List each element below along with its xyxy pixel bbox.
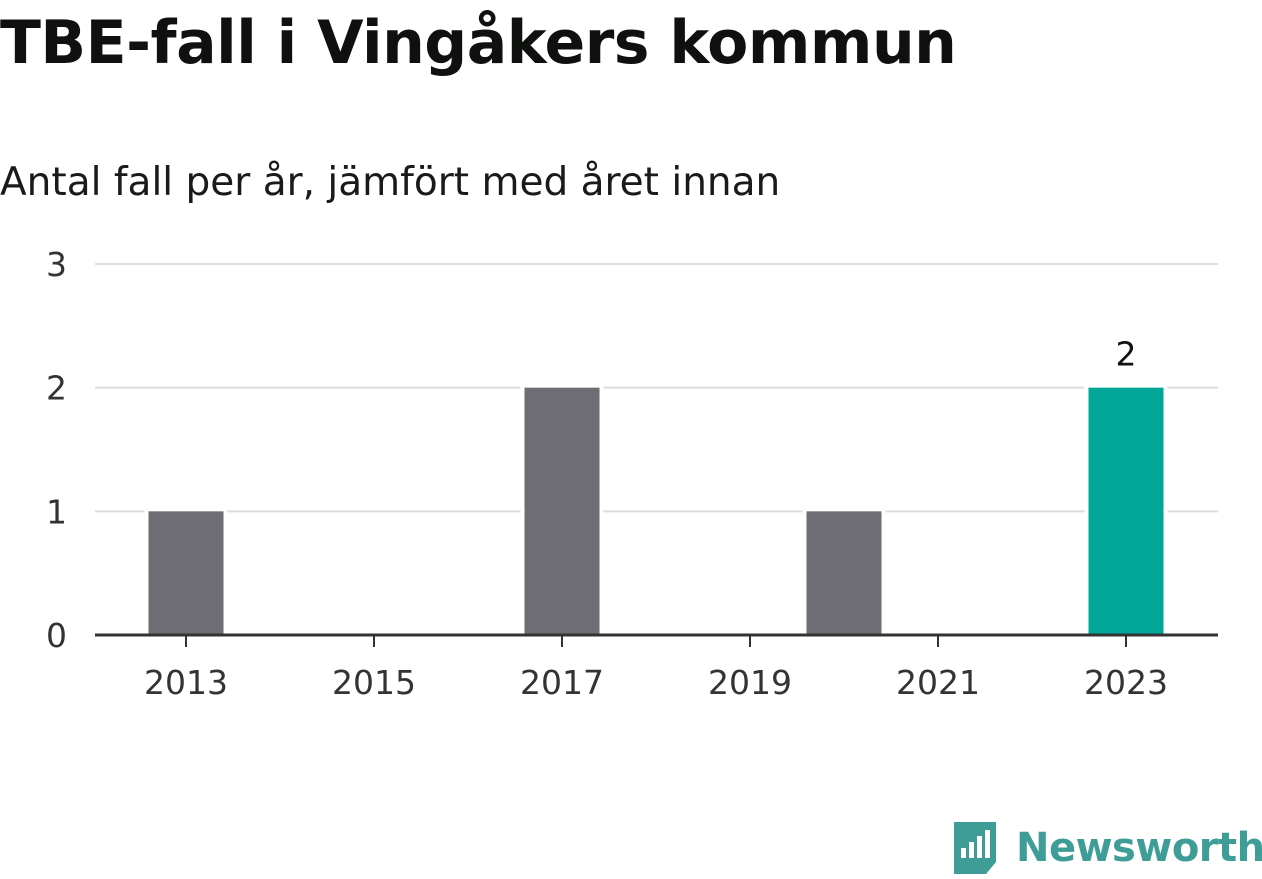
- y-tick-label: 3: [46, 245, 67, 284]
- x-tick-label: 2021: [896, 663, 980, 702]
- y-tick-label: 0: [46, 616, 67, 655]
- brand-logo: Newsworthy: [950, 818, 1262, 878]
- y-axis-ticks: 0 1 2 3: [46, 245, 67, 655]
- y-tick-label: 2: [46, 369, 67, 408]
- bar-2013: [148, 511, 224, 635]
- x-tick-label: 2013: [144, 663, 228, 702]
- x-tick-label: 2015: [332, 663, 416, 702]
- grid-lines: [95, 263, 1218, 513]
- brand-name: Newsworthy: [1016, 825, 1262, 871]
- newsworthy-logo-icon: [954, 822, 996, 874]
- data-labels: 2: [1116, 335, 1137, 374]
- bars: [144, 385, 1168, 635]
- bar-2023: [1088, 387, 1164, 635]
- x-tick-label: 2017: [520, 663, 604, 702]
- chart-subtitle: Antal fall per år, jämfört med året inna…: [0, 160, 781, 205]
- x-tick-label: 2019: [708, 663, 792, 702]
- bar-chart: 0 1 2 3 2013 2015 2017 2019 2021 2023 2: [46, 245, 1218, 702]
- y-tick-label: 1: [46, 492, 67, 531]
- x-tick-label: 2023: [1084, 663, 1168, 702]
- bar-2020: [806, 511, 882, 635]
- x-axis-ticks: 2013 2015 2017 2019 2021 2023: [144, 635, 1168, 702]
- chart-title: TBE-fall i Vingåkers kommun: [0, 8, 957, 78]
- data-label: 2: [1116, 335, 1137, 374]
- bar-2017: [524, 387, 600, 635]
